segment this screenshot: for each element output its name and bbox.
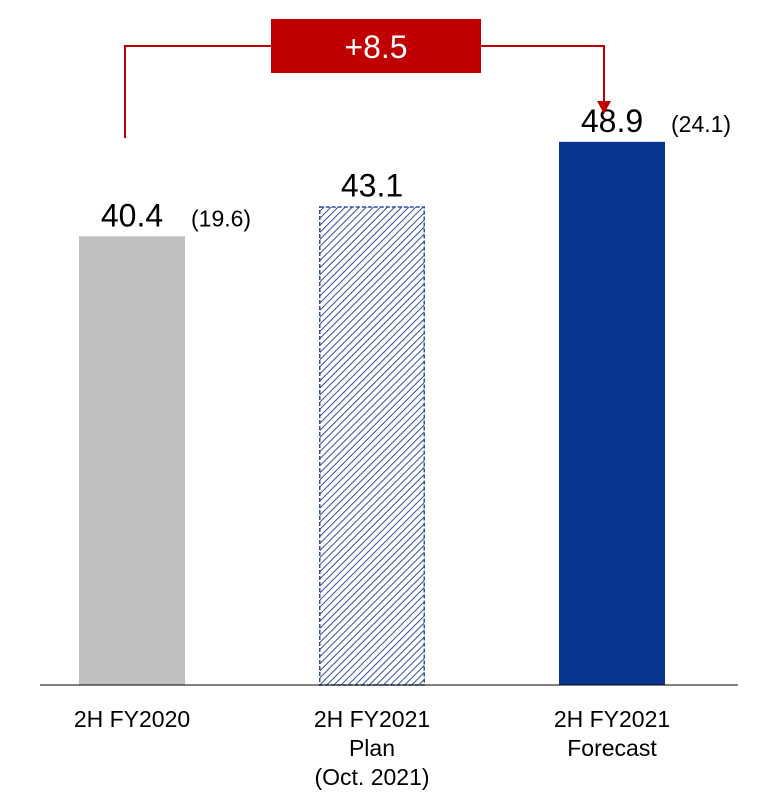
value-label-1: 40.4 bbox=[101, 197, 163, 233]
delta-box bbox=[271, 19, 481, 73]
category-label-3-line-2: Forecast bbox=[567, 735, 657, 761]
bar-2 bbox=[319, 206, 425, 686]
bar-3 bbox=[559, 141, 665, 685]
delta-label: +8.5 bbox=[344, 29, 407, 65]
labels-layer: 40.4 (19.6) 2H FY2020 43.1 2H FY2021 Plan (Oct… bbox=[74, 103, 731, 790]
bar-1 bbox=[79, 236, 185, 685]
value-label-3: 48.9 bbox=[581, 103, 643, 139]
secondary-label-3: (24.1) bbox=[671, 111, 731, 137]
secondary-label-1: (19.6) bbox=[191, 205, 251, 231]
delta-arrow-head bbox=[597, 101, 611, 114]
bars-layer bbox=[79, 141, 665, 686]
category-label-3-line-1: 2H FY2021 bbox=[554, 706, 670, 732]
value-label-2: 43.1 bbox=[341, 167, 403, 203]
category-label-2-line-2: Plan bbox=[349, 735, 395, 761]
category-label-1-line-1: 2H FY2020 bbox=[74, 706, 190, 732]
category-label-2-line-1: 2H FY2021 bbox=[314, 706, 430, 732]
delta-annotation: +8.5 bbox=[124, 19, 611, 138]
category-label-2-line-3: (Oct. 2021) bbox=[314, 764, 429, 790]
